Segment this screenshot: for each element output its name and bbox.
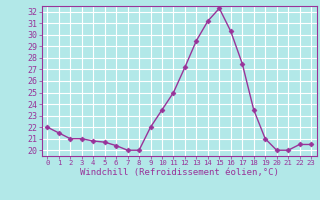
X-axis label: Windchill (Refroidissement éolien,°C): Windchill (Refroidissement éolien,°C) — [80, 168, 279, 177]
